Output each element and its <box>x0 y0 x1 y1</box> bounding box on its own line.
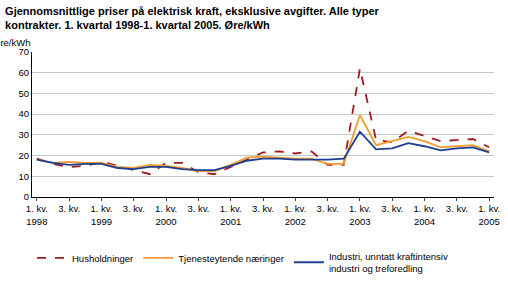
svg-text:0: 0 <box>24 191 29 202</box>
svg-text:1. kv.2005: 1. kv.2005 <box>478 203 500 226</box>
svg-text:1. kv.2002: 1. kv.2002 <box>284 203 306 226</box>
svg-text:Industri, unntatt kraftintensi: Industri, unntatt kraftintensivindustri … <box>329 251 448 274</box>
svg-text:3. kv.: 3. kv. <box>187 203 209 214</box>
svg-text:3. kv.: 3. kv. <box>58 203 80 214</box>
svg-text:50: 50 <box>19 88 30 99</box>
svg-text:1. kv.1999: 1. kv.1999 <box>90 203 112 226</box>
svg-text:3. kv.: 3. kv. <box>317 203 339 214</box>
svg-text:Husholdninger: Husholdninger <box>72 253 133 264</box>
svg-text:3. kv.: 3. kv. <box>381 203 403 214</box>
svg-text:10: 10 <box>19 171 30 182</box>
svg-text:1. kv.2003: 1. kv.2003 <box>349 203 371 226</box>
svg-text:Gjennomsnittlige priser på ele: Gjennomsnittlige priser på elektrisk kra… <box>5 5 379 31</box>
svg-text:3. kv.: 3. kv. <box>123 203 145 214</box>
svg-text:60: 60 <box>19 67 30 78</box>
svg-text:1. kv.2004: 1. kv.2004 <box>414 203 436 226</box>
svg-text:Øre/kWh: Øre/kWh <box>0 37 30 48</box>
svg-text:Tjenesteytende næringer: Tjenesteytende næringer <box>178 253 284 264</box>
svg-text:1. kv.2000: 1. kv.2000 <box>155 203 177 226</box>
svg-text:3. kv.: 3. kv. <box>252 203 274 214</box>
svg-text:20: 20 <box>19 150 30 161</box>
svg-text:70: 70 <box>19 46 30 57</box>
svg-text:40: 40 <box>19 108 30 119</box>
svg-text:30: 30 <box>19 129 30 140</box>
svg-text:1. kv.2001: 1. kv.2001 <box>220 203 242 226</box>
svg-text:1. kv.1998: 1. kv.1998 <box>26 203 48 226</box>
svg-text:3. kv.: 3. kv. <box>446 203 468 214</box>
